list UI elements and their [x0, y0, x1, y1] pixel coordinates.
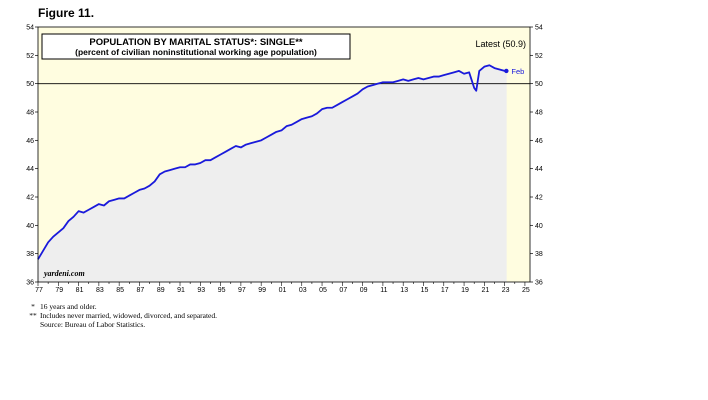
x-tick-label: 93 — [197, 287, 205, 294]
x-tick-label: 07 — [339, 287, 347, 294]
x-tick-label: 77 — [35, 287, 43, 294]
x-tick-label: 97 — [238, 287, 246, 294]
footnotes: * 16 years and older. ** Includes never … — [26, 302, 217, 329]
footnote-source: Source: Bureau of Labor Statistics. — [26, 320, 217, 329]
y-tick-label-left: 50 — [26, 81, 34, 88]
x-tick-label: 11 — [380, 287, 387, 294]
footnote-text: Includes never married, widowed, divorce… — [40, 311, 218, 320]
x-tick-label: 23 — [502, 287, 510, 294]
line-chart: 36 36 38 38 40 40 42 42 44 44 46 46 48 48 50 50 52 52 54 54… — [26, 25, 543, 295]
footnote-text: Source: Bureau of Labor Statistics. — [40, 320, 146, 329]
x-tick-label: 79 — [55, 287, 63, 294]
x-tick-label: 25 — [522, 287, 530, 294]
y-tick-label-right: 50 — [535, 81, 543, 88]
chart-title: POPULATION BY MARITAL STATUS*: SINGLE** — [89, 37, 303, 48]
y-tick-label-right: 48 — [535, 110, 543, 117]
y-tick-label-right: 54 — [535, 25, 543, 32]
x-tick-label: 05 — [319, 287, 327, 294]
y-tick-label-right: 42 — [535, 195, 543, 202]
x-tick-label: 95 — [218, 287, 226, 294]
y-tick-label-right: 38 — [535, 251, 543, 258]
footnote-text: 16 years and older. — [40, 302, 97, 311]
footnote-1: * 16 years and older. — [26, 302, 217, 311]
latest-point — [504, 68, 509, 74]
end-date-label: Feb — [511, 67, 524, 76]
series-line — [37, 64, 507, 260]
chart-title-box: POPULATION BY MARITAL STATUS*: SINGLE** … — [41, 33, 351, 60]
x-tick-label: 21 — [481, 287, 489, 294]
y-tick-label-left: 46 — [26, 138, 34, 145]
x-tick-label: 03 — [299, 287, 307, 294]
x-tick-label: 81 — [76, 287, 84, 294]
y-tick-label-left: 36 — [26, 280, 34, 287]
footnote-mark: ** — [29, 311, 37, 320]
y-tick-label-left: 44 — [26, 166, 34, 173]
y-tick-label-left: 54 — [26, 25, 34, 32]
x-tick-label: 09 — [360, 287, 368, 294]
footnote-2: ** Includes never married, widowed, divo… — [26, 311, 217, 320]
y-tick-label-right: 44 — [535, 166, 543, 173]
watermark: yardeni.com — [43, 269, 85, 278]
x-tick-label: 83 — [96, 287, 104, 294]
x-tick-label: 19 — [461, 287, 469, 294]
shaded-area — [38, 65, 507, 282]
latest-value-label: Latest (50.9) — [475, 39, 526, 49]
plot-frame — [37, 26, 531, 283]
x-tick-label: 85 — [116, 287, 124, 294]
x-tick-label: 13 — [400, 287, 408, 294]
x-tick-label: 87 — [137, 287, 145, 294]
x-tick-label: 91 — [177, 287, 185, 294]
y-tick-label-right: 52 — [535, 53, 543, 60]
y-tick-label-left: 38 — [26, 251, 34, 258]
figure-label: Figure 11. — [38, 6, 95, 20]
y-tick-label-left: 42 — [26, 195, 34, 202]
y-tick-label-right: 36 — [535, 280, 543, 287]
y-tick-label-left: 52 — [26, 53, 34, 60]
footnote-mark — [26, 320, 40, 329]
x-tick-label: 89 — [157, 287, 165, 294]
y-tick-label-left: 40 — [26, 223, 34, 230]
y-tick-label-left: 48 — [26, 110, 34, 117]
x-tick-label: 99 — [258, 287, 266, 294]
x-tick-label: 15 — [421, 287, 429, 294]
chart-subtitle: (percent of civilian noninstitutional wo… — [75, 47, 317, 57]
x-tick-label: 17 — [441, 287, 449, 294]
y-tick-label-right: 46 — [535, 138, 543, 145]
footnote-mark: * — [31, 302, 35, 311]
x-tick-label: 01 — [279, 287, 287, 294]
y-tick-label-right: 40 — [535, 223, 543, 230]
